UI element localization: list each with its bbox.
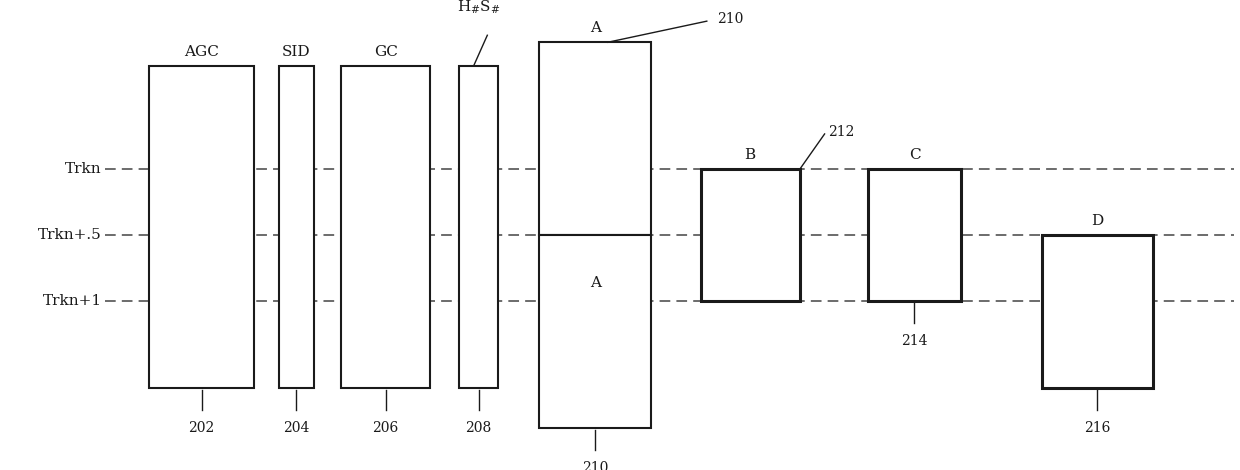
- Text: AGC: AGC: [184, 45, 219, 59]
- Text: C: C: [909, 148, 920, 162]
- Text: 208: 208: [465, 421, 492, 435]
- Text: 202: 202: [188, 421, 215, 435]
- Text: A: A: [590, 276, 600, 290]
- Text: 210: 210: [717, 12, 743, 26]
- Bar: [868, 169, 961, 301]
- Bar: [341, 66, 430, 388]
- Text: B: B: [745, 148, 755, 162]
- Text: Trkn: Trkn: [64, 162, 102, 176]
- Bar: [701, 169, 800, 301]
- Text: 206: 206: [372, 421, 399, 435]
- Text: SID: SID: [281, 45, 311, 59]
- Bar: [539, 235, 651, 428]
- Text: A: A: [590, 21, 600, 35]
- Text: 204: 204: [283, 421, 310, 435]
- Text: GC: GC: [373, 45, 398, 59]
- Text: 212: 212: [828, 125, 854, 139]
- Text: Trkn+.5: Trkn+.5: [38, 228, 102, 242]
- Text: 210: 210: [582, 461, 609, 470]
- Bar: [539, 42, 651, 235]
- Bar: [459, 66, 498, 388]
- Bar: [279, 66, 314, 388]
- Text: Trkn+1: Trkn+1: [42, 294, 102, 308]
- Text: 214: 214: [901, 334, 928, 348]
- Text: 216: 216: [1084, 421, 1111, 435]
- Bar: [149, 66, 254, 388]
- Text: H$_{\mathsf{\#}}$S$_{\mathsf{\#}}$: H$_{\mathsf{\#}}$S$_{\mathsf{\#}}$: [456, 0, 501, 16]
- Text: D: D: [1091, 214, 1104, 228]
- Bar: [1042, 235, 1153, 388]
